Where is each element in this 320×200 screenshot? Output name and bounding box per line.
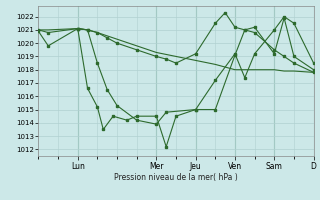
X-axis label: Pression niveau de la mer( hPa ): Pression niveau de la mer( hPa ) — [114, 173, 238, 182]
